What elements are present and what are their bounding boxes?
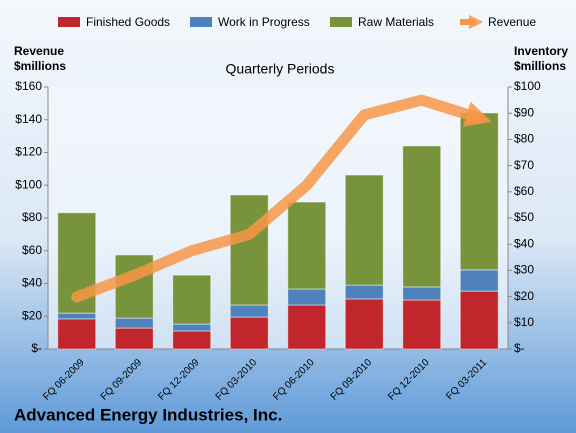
bar xyxy=(459,112,499,271)
bar xyxy=(57,318,97,350)
bar xyxy=(114,327,154,350)
x-tick-label: FQ 12-2010 xyxy=(386,357,432,403)
y2-tick-label: $- xyxy=(514,341,525,355)
bar xyxy=(344,174,384,286)
legend-label: Raw Materials xyxy=(358,15,434,29)
subtitle: Quarterly Periods xyxy=(226,61,335,77)
y2-tick-label: $50 xyxy=(514,210,534,224)
y-tick-label: $160 xyxy=(15,79,42,93)
bar xyxy=(57,312,97,320)
x-tick-label: FQ 06-2010 xyxy=(271,357,317,403)
bar xyxy=(459,290,499,350)
x-tick-label: FQ 09-2010 xyxy=(329,357,375,403)
y-tick-label: $40 xyxy=(22,276,42,290)
legend-swatch xyxy=(330,17,352,27)
bar xyxy=(402,299,442,350)
legend-label: Revenue xyxy=(488,15,536,29)
bar xyxy=(114,317,154,329)
y-tick-label: $120 xyxy=(15,145,42,159)
bar xyxy=(402,145,442,288)
chart-title: Advanced Energy Industries, Inc. xyxy=(14,405,282,424)
bar xyxy=(344,298,384,350)
y-axis-title: Revenue $millions xyxy=(14,44,67,73)
y2-tick-label: $20 xyxy=(514,289,534,303)
y-tick-label: $60 xyxy=(22,243,42,257)
bar xyxy=(172,323,212,332)
y-tick-label: $20 xyxy=(22,308,42,322)
y2-tick-label: $10 xyxy=(514,315,534,329)
x-tick-label: FQ 03-2010 xyxy=(214,357,260,403)
bar xyxy=(459,269,499,292)
legend-swatch xyxy=(190,17,212,27)
bar xyxy=(344,284,384,300)
revenue-line xyxy=(71,94,492,303)
x-tick-label: FQ 12-2009 xyxy=(156,357,202,403)
y2-tick-label: $60 xyxy=(514,184,534,198)
bar xyxy=(229,194,269,306)
y-tick-label: $140 xyxy=(15,112,42,126)
bar xyxy=(402,286,442,301)
y2-tick-label: $80 xyxy=(514,132,534,146)
legend-label: Finished Goods xyxy=(86,15,170,29)
y2-tick-label: $40 xyxy=(514,236,534,250)
bar xyxy=(287,201,327,290)
y-tick-label: $- xyxy=(31,341,42,355)
bar xyxy=(229,316,269,350)
y-tick-label: $100 xyxy=(15,177,42,191)
legend-label: Work in Progress xyxy=(218,15,310,29)
bar xyxy=(287,288,327,306)
y2-tick-label: $90 xyxy=(514,105,534,119)
y-tick-label: $80 xyxy=(22,210,42,224)
y2-tick-label: $30 xyxy=(514,263,534,277)
bar xyxy=(172,274,212,325)
legend-swatch xyxy=(58,17,80,27)
x-tick-label: FQ 03-2011 xyxy=(444,357,489,402)
bar xyxy=(287,304,327,350)
bar xyxy=(172,330,212,350)
x-tick-label: FQ 06-2009 xyxy=(41,357,87,403)
y2-tick-label: $70 xyxy=(514,158,534,172)
y2-tick-label: $100 xyxy=(514,79,541,93)
bar xyxy=(229,304,269,318)
x-tick-label: FQ 09-2009 xyxy=(99,357,145,403)
y2-axis-title: Inventory $millions xyxy=(514,44,569,73)
